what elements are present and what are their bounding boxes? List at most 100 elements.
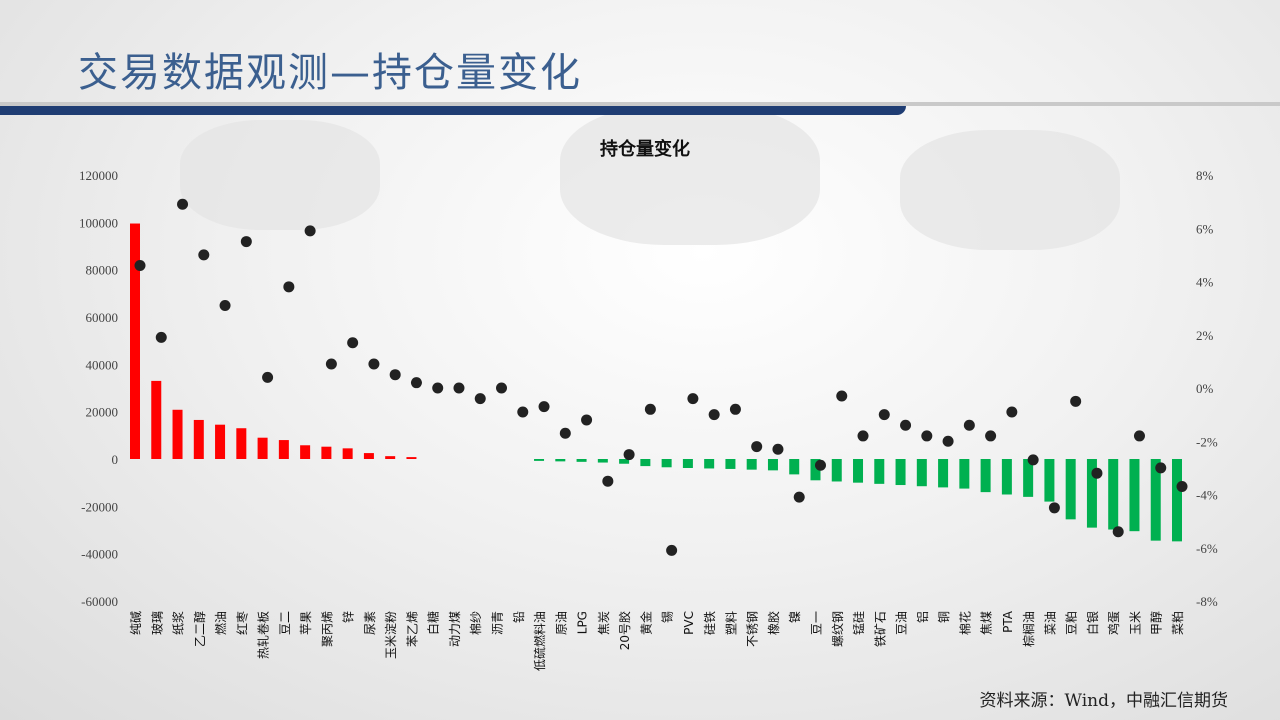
x-axis-tick-label: 纯碱 — [129, 611, 143, 635]
data-point — [325, 358, 337, 370]
bar — [959, 459, 970, 489]
x-axis-tick-label: 棉花 — [957, 611, 972, 635]
x-axis-tick-label: 螺纹钢 — [831, 611, 845, 647]
data-point — [793, 491, 805, 503]
x-axis-tick-label: 菜粕 — [1170, 611, 1185, 635]
left-axis-tick-label: -40000 — [81, 547, 118, 562]
data-point — [1091, 467, 1103, 479]
dot-series — [134, 198, 1188, 556]
data-point — [1155, 462, 1167, 474]
data-point — [517, 406, 529, 418]
right-axis-tick-label: -2% — [1196, 434, 1218, 449]
data-point — [368, 358, 380, 370]
data-point — [240, 236, 252, 248]
x-axis-tick-label: 玉米 — [1128, 611, 1142, 635]
x-axis-tick-label: 棕榈油 — [1021, 611, 1036, 647]
bar — [1086, 459, 1097, 528]
bar — [172, 409, 183, 459]
bar — [236, 428, 247, 459]
left-axis-tick-label: -60000 — [81, 594, 118, 609]
data-point — [177, 198, 189, 210]
bar — [619, 459, 630, 464]
data-point — [751, 441, 763, 453]
bar — [278, 440, 289, 459]
bar — [725, 459, 736, 469]
x-axis-tick-label: 豆粕 — [1064, 611, 1079, 635]
x-axis-tick-label: PTA — [1001, 610, 1015, 633]
bar — [406, 457, 417, 459]
bar — [342, 448, 353, 459]
x-axis-tick-label: 焦煤 — [980, 611, 994, 635]
data-point — [198, 249, 210, 261]
data-point — [836, 390, 848, 402]
bar — [385, 456, 396, 459]
x-axis-tick-label: 铜 — [936, 611, 951, 623]
bar — [257, 437, 268, 459]
bar — [130, 223, 140, 459]
x-axis-tick-label: 棉纱 — [469, 611, 483, 635]
x-axis-tick-label: 黄金 — [638, 611, 653, 635]
x-axis-tick-label: 塑料 — [723, 611, 738, 635]
bar — [810, 459, 821, 481]
x-axis-tick-label: 低硫燃料油 — [532, 611, 547, 671]
bar — [1150, 459, 1161, 541]
bar — [597, 459, 608, 463]
bar — [789, 459, 800, 475]
data-point — [1133, 430, 1145, 442]
left-axis-tick-label: 100000 — [79, 215, 118, 230]
x-axis-tick-label: PVC — [682, 611, 696, 635]
bar — [682, 459, 693, 468]
data-point — [814, 459, 826, 471]
x-axis-tick-label: LPG — [576, 611, 590, 634]
right-axis-tick-label: -4% — [1196, 488, 1218, 503]
bar — [853, 459, 864, 483]
data-point — [857, 430, 869, 442]
x-axis-tick-label: 豆油 — [895, 611, 909, 635]
data-point — [496, 382, 508, 394]
right-axis: -8% -6% -4% -2% 0% 2% 4% 6% 8% — [1196, 168, 1218, 609]
left-axis-tick-label: -20000 — [81, 499, 118, 514]
bar — [1065, 459, 1076, 520]
data-point — [666, 544, 678, 556]
x-axis-tick-label: 锰硅 — [851, 611, 866, 635]
right-axis-tick-label: -6% — [1196, 541, 1218, 556]
bar — [1001, 459, 1012, 495]
bar — [576, 459, 587, 462]
x-axis-tick-label: 尿素 — [363, 611, 377, 635]
right-axis-tick-label: 0% — [1196, 381, 1214, 396]
x-axis-tick-label: 玻璃 — [150, 611, 164, 635]
data-point — [1070, 395, 1082, 407]
page-title: 交易数据观测—持仓量变化 — [78, 50, 582, 96]
bar — [938, 459, 949, 488]
x-axis-tick-label: 铅 — [512, 611, 526, 623]
data-point — [283, 281, 295, 293]
data-point — [155, 331, 167, 343]
bar — [831, 459, 842, 482]
x-axis-tick-label: 20号胶 — [617, 611, 632, 650]
left-axis-tick-label: 80000 — [86, 263, 119, 278]
data-point — [1176, 481, 1188, 493]
left-axis-tick-label: 120000 — [79, 168, 118, 183]
data-point — [453, 382, 465, 394]
bar — [534, 459, 545, 461]
left-axis-tick-label: 60000 — [86, 310, 119, 325]
bar — [1129, 459, 1140, 532]
world-map-decoration — [180, 120, 380, 230]
title-underline — [0, 106, 906, 115]
data-point — [644, 403, 656, 415]
x-axis-tick-label: 甲醇 — [1149, 611, 1164, 635]
x-axis-tick-label: 铝 — [915, 611, 930, 623]
x-axis-tick-label: 原油 — [554, 611, 568, 635]
data-point — [900, 419, 912, 431]
data-point — [219, 299, 231, 311]
left-axis-tick-label: 0 — [112, 452, 119, 467]
data-point — [921, 430, 933, 442]
world-map-decoration — [560, 105, 820, 245]
bar — [555, 459, 566, 462]
data-point — [1027, 454, 1039, 466]
x-axis-tick-label: 铁矿石 — [873, 611, 887, 647]
bar — [916, 459, 927, 487]
x-axis-tick-label: 橡胶 — [766, 611, 781, 635]
x-axis-tick-label: 纸浆 — [171, 611, 186, 635]
